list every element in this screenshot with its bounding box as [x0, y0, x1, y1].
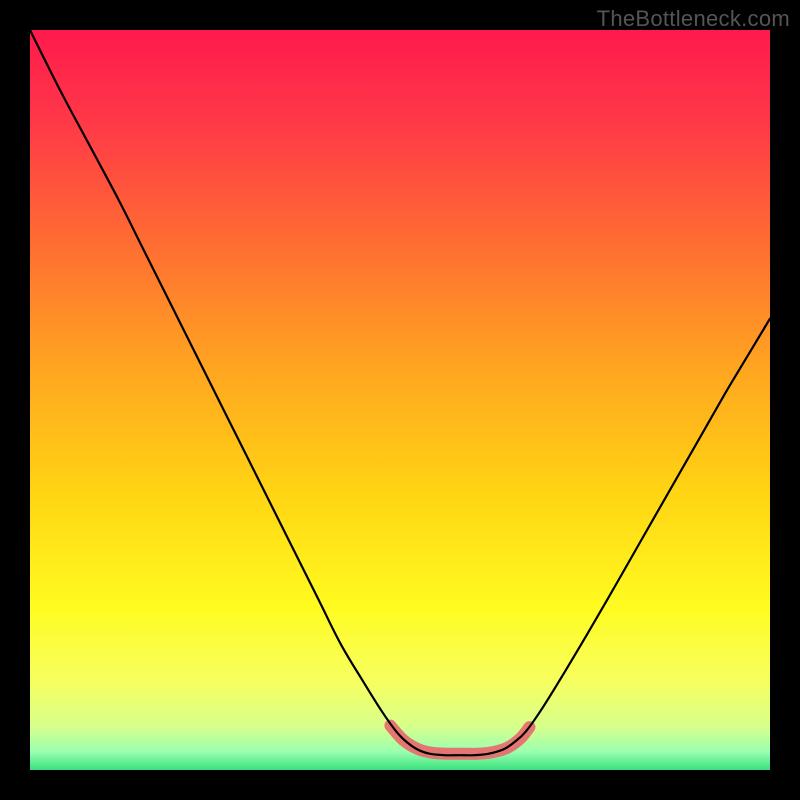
plot-area: [30, 30, 770, 770]
curve-layer: [30, 30, 770, 770]
trough-highlight: [390, 726, 529, 754]
bottleneck-curve: [30, 30, 770, 755]
chart-frame: TheBottleneck.com: [0, 0, 800, 800]
watermark-text: TheBottleneck.com: [597, 6, 790, 32]
